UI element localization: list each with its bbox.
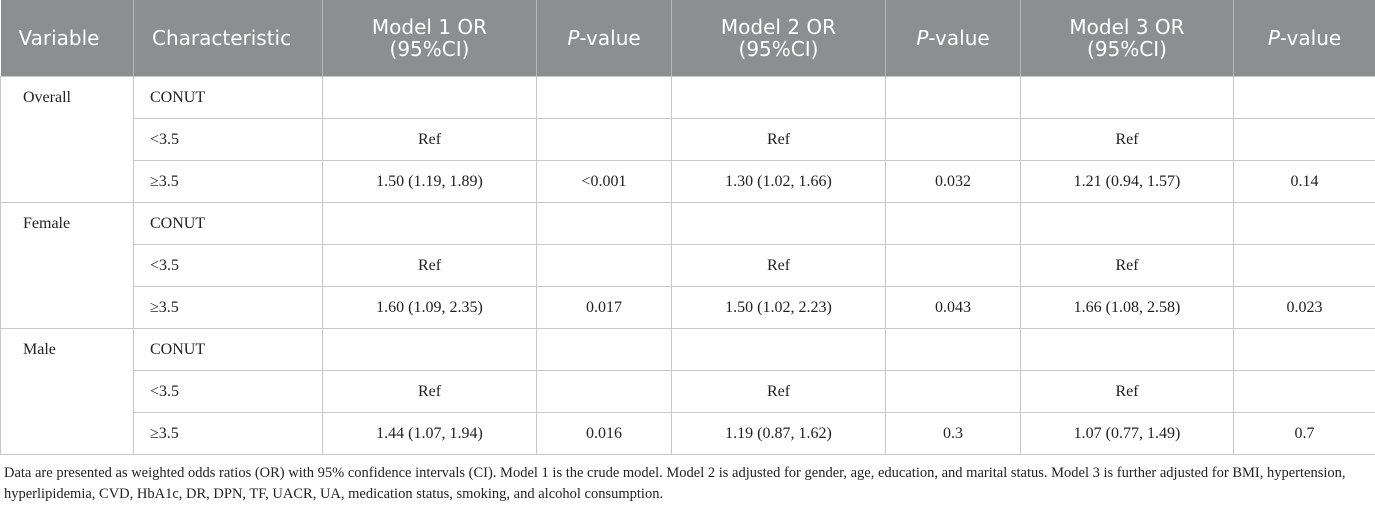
table-cell: 0.032 [885, 160, 1021, 203]
header-text: -value [579, 26, 641, 50]
table-cell [885, 76, 1021, 119]
table-cell: 1.21 (0.94, 1.57) [1020, 160, 1234, 203]
table-cell: ≥3.5 [133, 286, 323, 329]
header-cell: Model 1 OR (95%CI) [322, 0, 537, 77]
table-cell: 0.023 [1233, 286, 1375, 329]
table-cell [1233, 370, 1375, 413]
table-cell: CONUT [133, 76, 323, 119]
table-cell: CONUT [133, 328, 323, 371]
table-cell [885, 370, 1021, 413]
table-cell: 0.017 [536, 286, 672, 329]
variable-cell: Female [0, 202, 134, 329]
table-cell [1233, 76, 1375, 119]
table-cell [671, 202, 886, 245]
header-italic: P [567, 26, 580, 50]
table-cell: Ref [671, 370, 886, 413]
table-cell: Ref [322, 118, 537, 161]
table-cell [536, 244, 672, 287]
table-cell: Ref [671, 118, 886, 161]
header-italic: P [1267, 26, 1280, 50]
table-cell [322, 76, 537, 119]
table-cell [536, 202, 672, 245]
table-cell [322, 202, 537, 245]
table-row: Overall CONUT [0, 76, 1375, 203]
table-cell [1233, 244, 1375, 287]
variable-cell: Male [0, 328, 134, 455]
header-cell: P-value [885, 0, 1021, 77]
table-cell: 1.60 (1.09, 2.35) [322, 286, 537, 329]
table-cell [671, 328, 886, 371]
table-cell [322, 328, 537, 371]
table-row: ≥3.5 1.50 (1.19, 1.89) <0.001 1.30 (1.02, 1… [1, 160, 1375, 203]
variable-cell: Overall [0, 76, 134, 203]
table-cell: 1.07 (0.77, 1.49) [1020, 412, 1234, 455]
header-cell: Model 3 OR (95%CI) [1020, 0, 1234, 77]
header-text: -value [928, 26, 990, 50]
table-cell: 0.043 [885, 286, 1021, 329]
table-row: Female CONUT [0, 202, 1375, 329]
table-cell [536, 328, 672, 371]
table-row: <3.5 Ref Ref Ref [1, 244, 1375, 287]
table-cell [1233, 328, 1375, 371]
table-cell: <3.5 [133, 244, 323, 287]
table-cell: 0.14 [1233, 160, 1375, 203]
table-cell: 1.66 (1.08, 2.58) [1020, 286, 1234, 329]
header-text: -value [1279, 26, 1342, 50]
table-cell: 1.30 (1.02, 1.66) [671, 160, 886, 203]
header-cell: Characteristic [133, 0, 323, 77]
footnote: Data are presented as weighted odds rati… [4, 465, 1346, 502]
table-cell [1020, 328, 1234, 371]
table-row: ≥3.5 1.44 (1.07, 1.94) 0.016 1.19 (0.87, 1.… [1, 412, 1375, 455]
header-cell: P-value [1233, 0, 1375, 77]
table-cell [536, 118, 672, 161]
table-cell [885, 328, 1021, 371]
table-cell: Ref [1020, 370, 1234, 413]
table-cell: Ref [322, 370, 537, 413]
table-cell: 1.19 (0.87, 1.62) [671, 412, 886, 455]
table-cell: ≥3.5 [133, 160, 323, 203]
table-cell: Ref [1020, 244, 1234, 287]
table-body: Overall CONUT <3.5 Ref Ref Ref ≥3.5 1.50 (1.19,… [0, 76, 1375, 455]
results-table: Variable Characteristic Model 1 OR (95%CI)… [0, 0, 1375, 455]
table-cell: ≥3.5 [133, 412, 323, 455]
table-row: <3.5 Ref Ref Ref [1, 118, 1375, 161]
table-cell: Ref [671, 244, 886, 287]
header-cell: Model 2 OR (95%CI) [671, 0, 886, 77]
table-cell: 0.016 [536, 412, 672, 455]
table-cell [885, 202, 1021, 245]
table-cell [1233, 202, 1375, 245]
table-cell: Ref [322, 244, 537, 287]
table-row: <3.5 Ref Ref Ref [1, 370, 1375, 413]
table-cell: <3.5 [133, 118, 323, 161]
table-cell [1020, 76, 1234, 119]
table-cell [1020, 202, 1234, 245]
table-cell [885, 244, 1021, 287]
table-cell: 0.7 [1233, 412, 1375, 455]
table-cell: 1.50 (1.19, 1.89) [322, 160, 537, 203]
table-row: Male CONUT [0, 328, 1375, 455]
table-cell: <0.001 [536, 160, 672, 203]
header-cell: P-value [536, 0, 672, 77]
table-row: ≥3.5 1.60 (1.09, 2.35) 0.017 1.50 (1.02, 2.… [1, 286, 1375, 329]
header-italic: P [916, 26, 929, 50]
table-cell: 1.44 (1.07, 1.94) [322, 412, 537, 455]
table-cell [1233, 118, 1375, 161]
table-cell [536, 76, 672, 119]
table-cell: 0.3 [885, 412, 1021, 455]
table-cell [536, 370, 672, 413]
header-row: Variable Characteristic Model 1 OR (95%CI)… [0, 0, 1375, 77]
table-cell: Ref [1020, 118, 1234, 161]
table-cell [885, 118, 1021, 161]
header-cell: Variable [0, 0, 134, 77]
table-cell: 1.50 (1.02, 2.23) [671, 286, 886, 329]
table-cell: CONUT [133, 202, 323, 245]
table-cell [671, 76, 886, 119]
table-cell: <3.5 [133, 370, 323, 413]
